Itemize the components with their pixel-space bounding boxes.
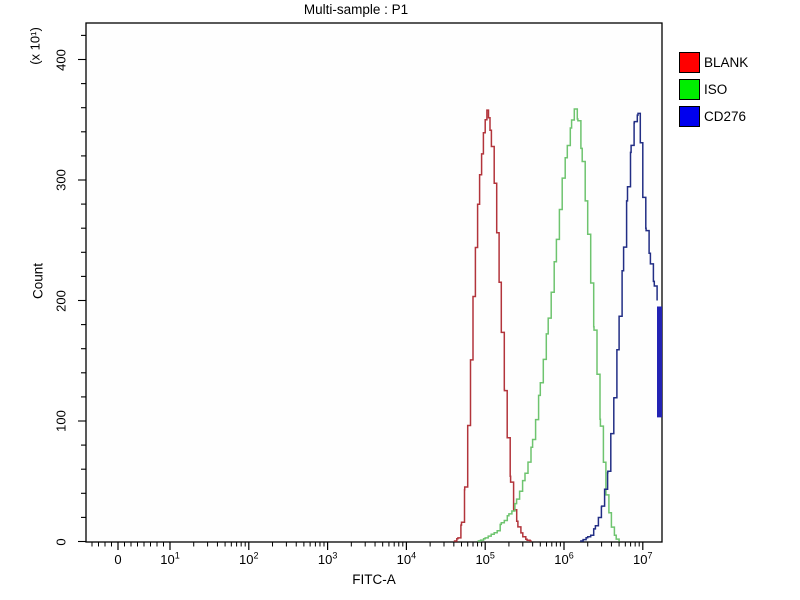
legend-swatch-blank: [679, 52, 700, 73]
legend-swatch-iso: [679, 79, 700, 100]
legend-item-blank: BLANK: [679, 52, 748, 73]
x-tick-label: 101: [160, 550, 180, 567]
x-tick-label: 104: [396, 550, 417, 567]
x-tick-label: 106: [554, 550, 574, 567]
y-axis-unit-note: (x 10¹): [27, 27, 43, 65]
legend-label-iso: ISO: [704, 82, 728, 97]
chart-title: Multi-sample : P1: [303, 2, 409, 17]
legend: BLANK ISO CD276: [679, 52, 748, 133]
legend-item-iso: ISO: [679, 79, 748, 100]
x-tick-label: 102: [239, 550, 259, 567]
y-tick-label: 400: [53, 48, 69, 71]
x-tick-label: 0: [114, 552, 122, 567]
legend-label-cd276: CD276: [704, 109, 747, 124]
y-tick-label: 200: [53, 289, 69, 312]
legend-swatch-cd276: [679, 106, 700, 127]
x-tick-label: 105: [475, 550, 495, 567]
legend-label-blank: BLANK: [704, 55, 749, 70]
legend-item-cd276: CD276: [679, 106, 748, 127]
x-tick-label: 107: [633, 550, 653, 567]
y-tick-label: 0: [53, 537, 69, 546]
y-tick-label: 300: [53, 169, 69, 191]
y-tick-label: 100: [53, 410, 69, 432]
y-axis-label: Count: [30, 262, 46, 300]
x-tick-label: 103: [317, 550, 338, 567]
x-axis-label: FITC-A: [352, 572, 396, 587]
